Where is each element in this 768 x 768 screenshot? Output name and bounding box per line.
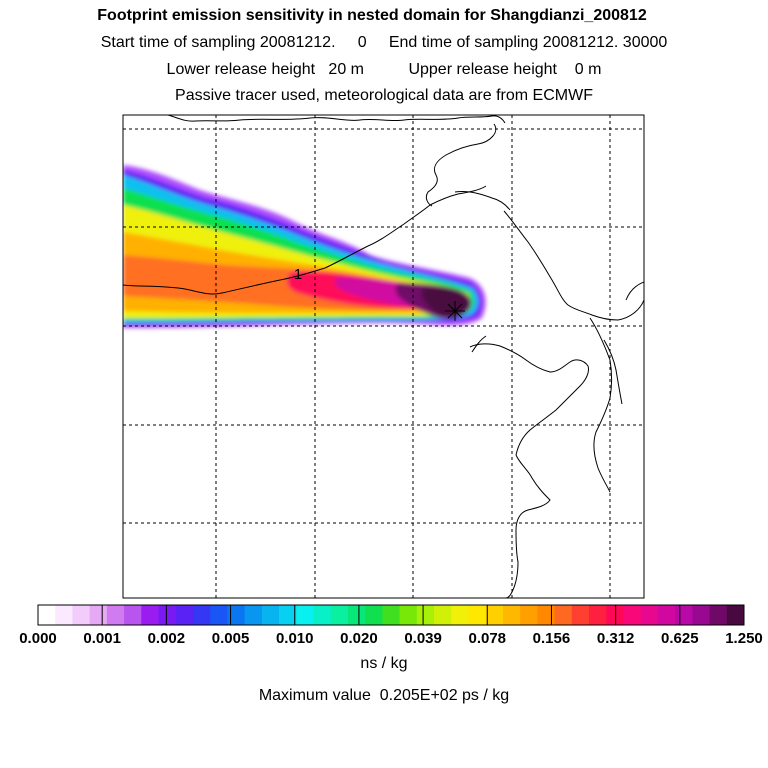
colorbar-segment [589, 605, 607, 625]
colorbar-segment [227, 605, 246, 625]
colorbar-segment [347, 605, 366, 625]
colorbar-segment [571, 605, 590, 625]
coastline-2 [425, 123, 497, 207]
map-gridlines [123, 115, 644, 598]
colorbar-segment [623, 605, 642, 625]
colorbar-segment [657, 605, 676, 625]
colorbar-segment [279, 605, 297, 625]
colorbar-segment [640, 605, 659, 625]
plume-level-10 [421, 287, 469, 318]
receptor-stroke [447, 303, 463, 319]
colorbar-segment [709, 605, 728, 625]
colorbar-tick-label: 0.020 [340, 630, 378, 647]
max-value-text: Maximum value 0.205E+02 ps / kg [258, 687, 510, 704]
colorbar-segment [296, 605, 314, 625]
coastline-0 [123, 185, 487, 295]
colorbar: 0.000 0.001 0.002 0.005 0.010 0.020 0.039 0.078… [19, 604, 763, 647]
release-height-line: Lower release height 20 m Upper release … [166, 61, 602, 78]
colorbar-segment [606, 605, 624, 625]
colorbar-tick-label: 0.078 [468, 630, 506, 647]
coastlines [123, 115, 644, 598]
colorbar-segment [55, 605, 73, 625]
receptor-marker [445, 301, 465, 321]
map-background [123, 115, 644, 598]
colorbar-segment [675, 605, 693, 625]
colorbar-segment [124, 605, 142, 625]
colorbar-tick-label: 0.010 [276, 630, 314, 647]
colorbar-tick-label: 0.039 [404, 630, 442, 647]
colorbar-segment [537, 605, 555, 625]
coastline-7 [505, 454, 551, 598]
colorbar-segment [313, 605, 332, 625]
colorbar-tick-label: 0.156 [533, 630, 571, 647]
coastline-10 [603, 339, 623, 405]
map-frame [122, 114, 645, 599]
coastline-4 [503, 210, 644, 321]
colorbar-tick-label: 0.005 [212, 630, 250, 647]
colorbar-segment [554, 605, 573, 625]
colorbar-segment [726, 605, 745, 625]
contour-label: 1 [294, 266, 302, 283]
coastline-6 [471, 335, 487, 353]
colorbar-segment [485, 605, 504, 625]
colorbar-segment [502, 605, 521, 625]
colorbar-segment [261, 605, 280, 625]
coastline-3 [454, 191, 511, 211]
colorbar-segment [106, 605, 125, 625]
colorbar-segment [434, 605, 452, 625]
colorbar-segment [72, 605, 91, 625]
colorbar-segment [330, 605, 349, 625]
colorbar-segment [365, 605, 383, 625]
colorbar-segment [158, 605, 177, 625]
coastline-9 [625, 281, 644, 301]
colorbar-segment [468, 605, 487, 625]
colorbar-segment [38, 605, 56, 625]
colorbar-segment [175, 605, 194, 625]
colorbar-segment [210, 605, 228, 625]
colorbar-tick-label: 0.002 [148, 630, 186, 647]
colorbar-segment [520, 605, 538, 625]
colorbar-segment [399, 605, 418, 625]
sampling-time-line: Start time of sampling 20081212. 0 End t… [100, 34, 668, 51]
coastline-8 [589, 317, 612, 493]
colorbar-tick-label: 0.625 [661, 630, 699, 647]
colorbar-segment [692, 605, 710, 625]
colorbar-segment [244, 605, 263, 625]
colorbar-tick-label: 0.312 [597, 630, 635, 647]
colorbar-segment [382, 605, 401, 625]
coastline-5 [469, 343, 589, 456]
colorbar-segment [451, 605, 469, 625]
tracer-info-line: Passive tracer used, meteorological data… [175, 87, 593, 104]
colorbar-segment [141, 605, 159, 625]
colorbar-segment [192, 605, 211, 625]
chart-title: Footprint emission sensitivity in nested… [97, 7, 647, 24]
colorbar-units: ns / kg [360, 655, 408, 672]
coastline-1 [167, 115, 506, 124]
colorbar-tick-label: 0.001 [83, 630, 121, 647]
colorbar-tick-label: 0.000 [19, 630, 57, 647]
colorbar-tick-label: 1.250 [725, 630, 763, 647]
colorbar-segment [416, 605, 435, 625]
colorbar-segment [89, 605, 108, 625]
footprint-plume [123, 165, 486, 328]
